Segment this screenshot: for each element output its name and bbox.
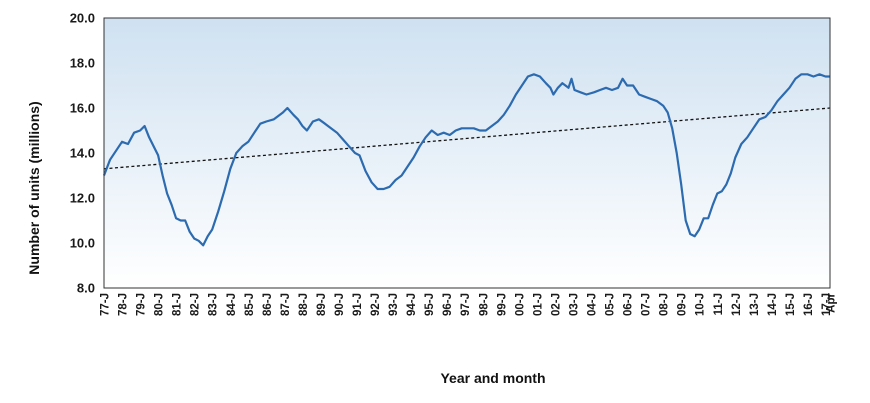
x-tick-label: 05-J (605, 293, 617, 316)
x-tick-label: 15-J (785, 293, 797, 316)
x-tick-label: 00-J (514, 293, 526, 316)
x-axis-ticks: 77-J 78-J 79-J 80-J 81-J 82-J 83-J 84-J 85-J 86-J… (100, 292, 838, 316)
x-tick-label: 86-J (262, 293, 274, 316)
x-tick-label: 77-J (100, 293, 112, 316)
x-tick-label: 09-J (677, 293, 689, 316)
y-tick-label: 20.0 (70, 11, 95, 26)
x-tick-label: 90-J (334, 293, 346, 316)
x-tick-label: 03-J (568, 293, 580, 316)
x-tick-label: 97-J (460, 293, 472, 316)
x-tick-label: 14-J (767, 293, 779, 316)
y-tick-label: 8.0 (77, 281, 95, 296)
x-tick-label: 87-J (280, 293, 292, 316)
x-tick-label: 99-J (496, 293, 508, 316)
x-tick-label: 04-J (587, 293, 599, 316)
plot-frame (103, 17, 831, 289)
y-tick-label: 18.0 (70, 56, 95, 71)
x-tick-label: 02-J (550, 293, 562, 316)
x-tick-label: 82-J (190, 293, 202, 316)
x-tick-label: 01-J (532, 293, 544, 316)
y-tick-label: 10.0 (70, 236, 95, 251)
trend-line (103, 107, 831, 170)
x-tick-label: 80-J (154, 293, 166, 316)
x-tick-label: Apr (826, 292, 838, 312)
y-tick-label: 12.0 (70, 191, 95, 206)
x-tick-label: 06-J (623, 293, 635, 316)
x-tick-label: 93-J (388, 293, 400, 316)
y-tick-label: 14.0 (70, 146, 95, 161)
plot-area (104, 18, 830, 288)
x-tick-label: 78-J (118, 293, 130, 316)
x-tick-label: 98-J (478, 293, 490, 316)
x-tick-label: 88-J (298, 293, 310, 316)
x-axis-title: Year and month (440, 370, 545, 386)
x-tick-label: 07-J (641, 293, 653, 316)
series-line (102, 73, 830, 247)
x-tick-label: 81-J (172, 293, 184, 316)
x-tick-label: 13-J (749, 293, 761, 316)
x-tick-label: 12-J (731, 293, 743, 316)
x-tick-label: 84-J (226, 293, 238, 316)
y-tick-label: 16.0 (70, 101, 95, 116)
x-tick-label: 91-J (352, 293, 364, 316)
x-tick-label: 16-J (803, 293, 815, 316)
x-tick-label: 85-J (244, 293, 256, 316)
x-tick-label: 96-J (442, 293, 454, 316)
x-tick-label: 10-J (695, 293, 707, 316)
x-tick-label: 17-J (821, 293, 833, 316)
y-axis-ticks: 8.0 10.0 12.0 14.0 16.0 18.0 20.0 (70, 11, 95, 296)
x-tick-label: 08-J (659, 293, 671, 316)
x-tick-label: 89-J (316, 293, 328, 316)
x-tick-label: 94-J (406, 293, 418, 316)
y-axis-title: Number of units (millions) (26, 101, 42, 274)
x-tick-label: 92-J (370, 293, 382, 316)
x-tick-label: 83-J (208, 293, 220, 316)
x-tick-label: 95-J (424, 293, 436, 316)
x-tick-label: 79-J (136, 293, 148, 316)
x-tick-label: 11-J (713, 293, 725, 315)
